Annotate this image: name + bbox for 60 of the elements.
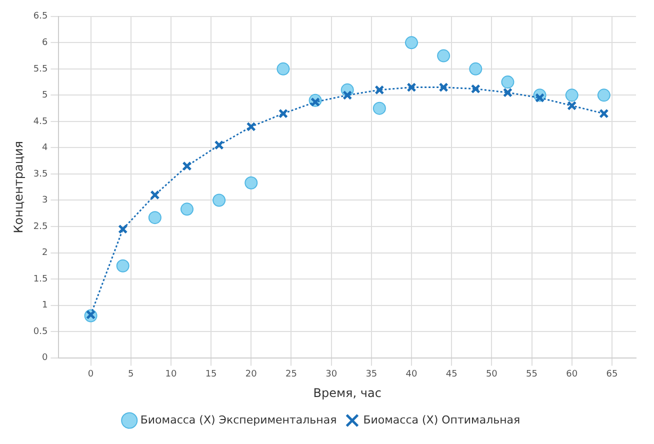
y-tick-label: 6 [42, 38, 48, 48]
point [214, 140, 224, 150]
y-tick-label: 3 [42, 196, 48, 206]
point [502, 88, 512, 98]
point [246, 122, 256, 132]
x-tick-label: 65 [606, 370, 618, 380]
x-tick-label: 60 [566, 370, 578, 380]
point [148, 211, 162, 224]
x-tick-label: 40 [406, 370, 418, 380]
y-tick-label: 5 [42, 90, 48, 101]
point [599, 108, 609, 118]
point [501, 76, 514, 89]
point [469, 62, 482, 76]
point [86, 310, 96, 320]
point [470, 84, 480, 94]
legend-label: Биомасса (X) Оптимальная [363, 413, 520, 426]
y-axis-title: Концентрация [11, 140, 26, 234]
y-tick-label: 6.5 [33, 12, 48, 22]
point [150, 190, 160, 200]
y-tick-label: 1.5 [33, 274, 48, 284]
x-tick-label: 10 [165, 370, 177, 380]
x-tick-label: 0 [88, 370, 94, 380]
x-tick-label: 55 [526, 370, 538, 380]
point [118, 224, 128, 234]
y-tick-label: 5.5 [33, 64, 48, 74]
x-tick-label: 45 [446, 370, 458, 380]
point [244, 176, 258, 190]
point [278, 108, 288, 118]
point [565, 88, 578, 102]
point [276, 62, 290, 76]
x-axis-title: Время, час [313, 386, 382, 400]
x-tick-label: 25 [286, 370, 297, 380]
x-tick-label: 20 [245, 370, 258, 380]
x-tick-label: 30 [326, 370, 338, 380]
point [182, 161, 192, 171]
point [406, 82, 416, 92]
point [212, 194, 226, 207]
x-tick-label: 15 [205, 370, 217, 380]
x-tick-label: 5 [128, 370, 134, 380]
y-tick-label: 4.5 [33, 116, 48, 127]
point [372, 102, 386, 115]
point [405, 36, 418, 50]
point [342, 90, 352, 100]
y-tick-label: 1 [42, 300, 48, 311]
x-tick-label: 50 [486, 370, 498, 380]
x-tick-label: 35 [366, 370, 378, 380]
y-tick-label: 2 [42, 248, 48, 258]
point [597, 88, 610, 102]
point [567, 100, 577, 110]
point [374, 85, 384, 95]
y-tick-label: 3.5 [33, 169, 48, 180]
point [437, 49, 450, 62]
point [180, 202, 194, 216]
y-tick-label: 0 [42, 353, 48, 364]
point [438, 82, 448, 92]
y-tick-label: 4 [42, 143, 48, 154]
point [116, 259, 130, 272]
y-tick-label: 2.5 [33, 222, 48, 232]
y-tick-label: 0.5 [33, 326, 48, 337]
legend-label: Биомасса (X) Экспериментальная [140, 413, 337, 426]
